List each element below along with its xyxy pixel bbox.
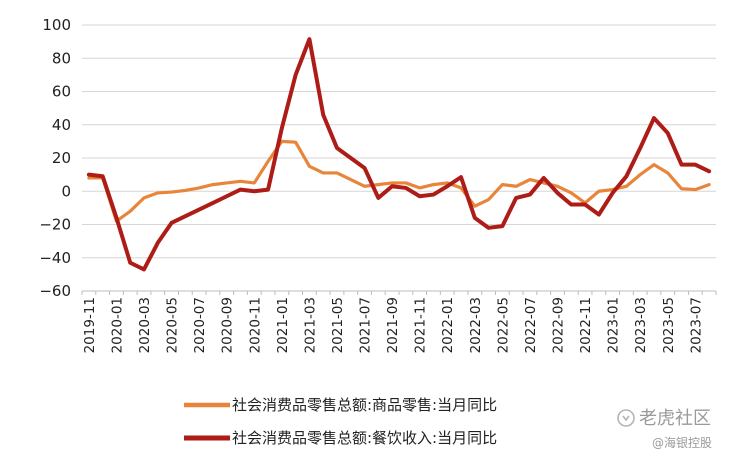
x-tick-label: 2020-01 xyxy=(109,297,125,353)
x-tick-label: 2023-07 xyxy=(688,297,704,353)
x-tick-label: 2020-07 xyxy=(192,297,208,353)
x-tick-label: 2021-07 xyxy=(358,297,374,353)
y-tick-label: 100 xyxy=(42,16,71,34)
x-tick-label: 2022-03 xyxy=(468,297,484,353)
x-tick-label: 2022-09 xyxy=(551,297,567,353)
x-tick-label: 2020-11 xyxy=(247,297,263,353)
y-tick-label: −40 xyxy=(39,249,71,267)
x-tick-label: 2021-09 xyxy=(385,297,401,353)
x-axis xyxy=(81,290,717,295)
watermark: 老虎社区 @海银控股 xyxy=(617,408,712,450)
series-lines xyxy=(86,37,712,272)
legend-label: 社会消费品零售总额:商品零售:当月同比 xyxy=(232,396,497,414)
x-tick-label: 2021-05 xyxy=(330,297,346,353)
y-tick-label: 40 xyxy=(52,116,71,134)
y-tick-label: 0 xyxy=(61,182,71,200)
x-axis-ticks: 2019-11 2020-01 2020-03 2020-05 2020-07 2020-… xyxy=(82,297,704,353)
x-tick-label: 2022-07 xyxy=(523,297,539,353)
y-tick-label: 20 xyxy=(52,149,71,167)
x-tick-label: 2023-03 xyxy=(633,297,649,353)
y-tick-label: 60 xyxy=(52,83,71,101)
x-tick-label: 2022-11 xyxy=(578,297,594,353)
x-tick-label: 2020-05 xyxy=(165,297,181,353)
x-tick-label: 2022-01 xyxy=(440,297,456,353)
x-tick-label: 2021-11 xyxy=(413,297,429,353)
legend-label: 社会消费品零售总额:餐饮收入:当月同比 xyxy=(232,429,497,447)
x-tick-label: 2021-01 xyxy=(275,297,291,353)
grid-lines xyxy=(82,24,716,292)
series-line-1 xyxy=(87,139,711,223)
y-axis-ticks: 100 80 60 40 20 0 −20 −40 −60 xyxy=(39,16,71,300)
x-tick-label: 2020-09 xyxy=(220,297,236,353)
y-tick-label: −60 xyxy=(39,282,71,300)
watermark-logo-icon xyxy=(617,409,635,427)
x-tick-label: 2022-05 xyxy=(495,297,511,353)
x-tick-label: 2023-05 xyxy=(661,297,677,353)
x-tick-label: 2021-03 xyxy=(302,297,318,353)
y-tick-label: −20 xyxy=(39,216,71,234)
watermark-brand: 老虎社区 xyxy=(639,408,711,429)
x-tick-label: 2020-03 xyxy=(137,297,153,353)
x-tick-label: 2019-11 xyxy=(82,297,98,353)
watermark-handle: @海银控股 xyxy=(652,435,712,450)
y-tick-label: 80 xyxy=(52,49,71,67)
series-line-2 xyxy=(86,37,712,272)
x-tick-label: 2023-01 xyxy=(606,297,622,353)
